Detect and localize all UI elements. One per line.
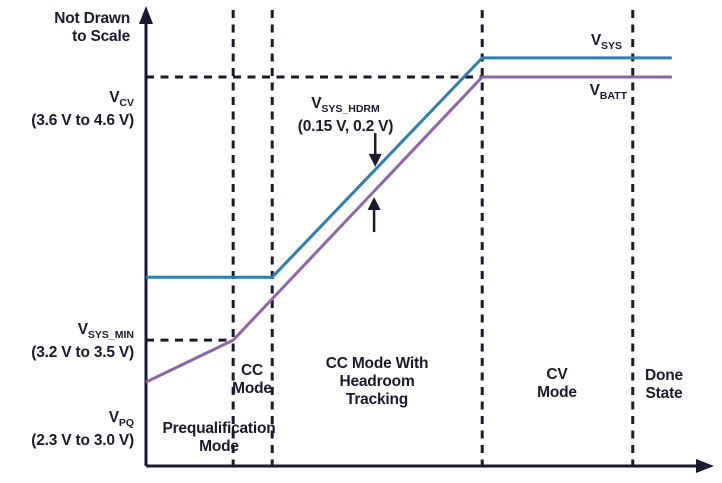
headroom-range: (0.15 V, 0.2 V)	[297, 118, 394, 136]
vsys-curve	[146, 56, 672, 279]
vsys-main: V	[590, 32, 601, 49]
vpq-sub: PQ	[118, 417, 134, 430]
vpq-range: (2.3 V to 3.0 V)	[31, 432, 134, 450]
prequal-line-1: Prequalification	[162, 420, 276, 437]
headroom-arrow-down-head	[368, 153, 382, 167]
vbatt-main: V	[589, 82, 600, 99]
vbatt-curve-label: VBATT	[545, 82, 627, 105]
prequal-line-2: Mode	[199, 438, 239, 455]
cc-line-2: Mode	[232, 380, 272, 397]
cv-line-1: CV	[546, 366, 568, 383]
cchr-line-1: CC Mode With	[325, 355, 429, 372]
cchr-line-3: Tracking	[345, 391, 409, 408]
vsysmin-level-label: VSYS_MIN (3.2 V to 3.5 V)	[4, 321, 134, 362]
vsysmin-symbol: VSYS_MIN	[4, 321, 134, 344]
vbatt-sub: BATT	[599, 90, 627, 103]
vsysmin-range: (3.2 V to 3.5 V)	[31, 344, 134, 362]
cc-line-1: CC	[241, 362, 263, 379]
headroom-annotation-label: VSYS_HDRM (0.15 V, 0.2 V)	[273, 95, 418, 136]
vsysmin-main: V	[77, 321, 88, 338]
headroom-main: V	[311, 95, 322, 112]
region-label-done-state: Done State	[624, 367, 704, 403]
y-axis-arrowhead	[139, 6, 153, 24]
vcv-sub: CV	[119, 97, 134, 110]
done-line-2: State	[645, 385, 683, 402]
vsys-curve-label: VSYS	[540, 32, 622, 55]
vcv-main: V	[109, 89, 120, 106]
vpq-level-label: VPQ (2.3 V to 3.0 V)	[4, 409, 134, 450]
vpq-main: V	[108, 409, 119, 426]
headroom-sub: SYS_HDRM	[321, 103, 380, 116]
vsysmin-sub: SYS_MIN	[87, 329, 134, 342]
vcv-level-label: VCV (3.6 V to 4.6 V)	[4, 89, 134, 130]
region-label-cc-mode: CC Mode	[222, 362, 282, 398]
region-label-prequalification: Prequalification Mode	[139, 420, 299, 456]
cv-line-2: Mode	[537, 384, 577, 401]
not-to-scale-note: Not Drawn to Scale	[4, 10, 130, 46]
vbatt-curve	[145, 75, 672, 384]
headroom-arrow-up-head	[367, 196, 381, 210]
vsys-sub: SYS	[600, 40, 622, 53]
done-line-1: Done	[645, 367, 683, 384]
cchr-line-2: Headroom	[339, 373, 415, 390]
region-label-cv-mode: CV Mode	[517, 366, 597, 402]
vcv-range: (3.6 V to 4.6 V)	[31, 112, 134, 130]
note-line-1: Not Drawn	[54, 10, 130, 27]
vcv-symbol: VCV	[4, 89, 134, 112]
vpq-symbol: VPQ	[4, 409, 134, 432]
note-line-2: to Scale	[72, 28, 130, 45]
region-label-cc-headroom-tracking: CC Mode With Headroom Tracking	[297, 355, 457, 409]
headroom-symbol: VSYS_HDRM	[273, 95, 418, 118]
x-axis-arrowhead	[696, 459, 714, 473]
